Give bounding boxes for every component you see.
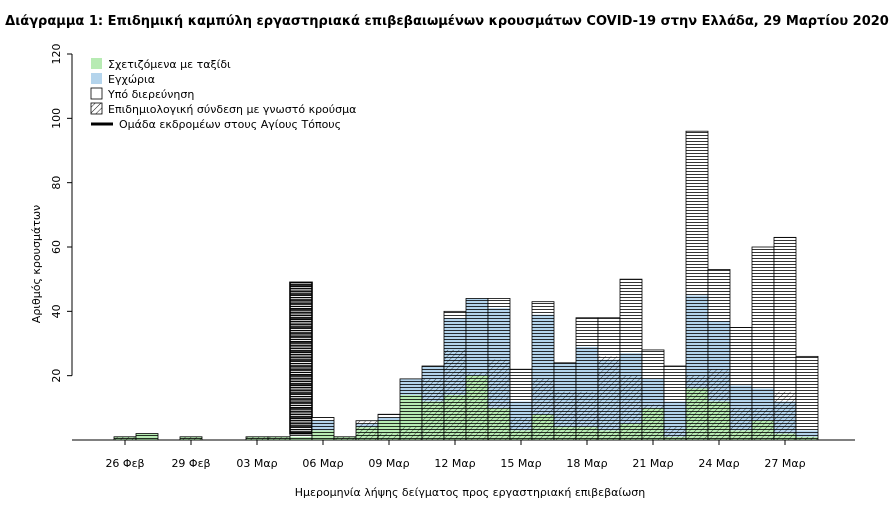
legend-label: Επιδημιολογική σύνδεση με γνωστό κρούσμα xyxy=(108,103,356,116)
x-axis: 26 Φεβ 29 Φεβ 03 Μαρ 06 Μαρ 09 Μαρ 12 Μαρ 15 Μ… xyxy=(72,439,855,470)
chart-title: Διάγραμμα 1: Επιδημική καμπύλη εργαστηρι… xyxy=(5,14,889,29)
bar-hatch xyxy=(664,366,686,440)
bar-hatch xyxy=(796,356,818,440)
bar-outline xyxy=(795,355,819,441)
bar-hatch xyxy=(268,436,290,440)
y-tick-label: 40 xyxy=(50,304,63,318)
x-tick-label: 15 Μαρ xyxy=(500,457,541,470)
bar-hatch xyxy=(532,301,554,440)
x-tick-label: 24 Μαρ xyxy=(698,457,739,470)
bar-hatch xyxy=(180,436,202,440)
x-tick-label: 18 Μαρ xyxy=(566,457,607,470)
x-tick-label: 12 Μαρ xyxy=(434,457,475,470)
bar-hatch xyxy=(444,311,466,440)
x-tick-label: 09 Μαρ xyxy=(368,457,409,470)
x-tick-label: 26 Φεβ xyxy=(105,457,144,470)
legend-label: Εγχώρια xyxy=(108,73,155,86)
x-tick-label: 21 Μαρ xyxy=(632,457,673,470)
legend: Σχετιζόμενα με ταξίδι Εγχώρια Υπό διερεύνη… xyxy=(90,58,356,131)
bar-hatch xyxy=(400,378,422,440)
bar-outline xyxy=(135,433,159,441)
bar-hatch xyxy=(642,349,664,440)
bar-hatch xyxy=(598,317,620,440)
x-tick-label: 03 Μαρ xyxy=(236,457,277,470)
legend-label: Σχετιζόμενα με ταξίδι xyxy=(108,58,231,71)
y-tick-label: 100 xyxy=(50,108,63,129)
bar-outline xyxy=(311,417,335,441)
bar-hatch xyxy=(774,237,796,440)
legend-label: Υπό διερεύνηση xyxy=(107,88,194,101)
bar-hatch xyxy=(686,131,708,440)
bar-outline xyxy=(773,236,797,441)
x-axis-title: Ημερομηνία λήψης δείγματος προς εργαστηρ… xyxy=(295,486,646,499)
bar-hatch xyxy=(378,414,400,440)
bar-hatch xyxy=(136,433,158,440)
legend-swatch-travel xyxy=(91,58,102,69)
y-axis-title: Αριθμός κρουσμάτων xyxy=(30,205,43,323)
legend-swatch-investigation xyxy=(90,87,103,100)
bar-hatch xyxy=(488,298,510,440)
x-tick-label: 29 Φεβ xyxy=(171,457,210,470)
bar-outline xyxy=(289,281,313,441)
bar-hatch xyxy=(576,317,598,440)
x-tick-label: 06 Μαρ xyxy=(302,457,343,470)
y-axis: 20 40 60 80 100 120 xyxy=(50,44,73,383)
bar-hatch xyxy=(620,279,642,440)
legend-label: Ομάδα εκδρομέων στους Αγίους Τόπους xyxy=(119,118,341,131)
y-tick-label: 80 xyxy=(50,176,63,190)
bars-group xyxy=(113,130,819,441)
bar-hatch xyxy=(730,327,752,440)
bar-hatch xyxy=(466,298,488,440)
bar-hatch xyxy=(290,282,312,440)
y-tick-label: 20 xyxy=(50,369,63,383)
bar-hatch xyxy=(334,436,356,440)
bar-hatch xyxy=(246,436,268,440)
bar-hatch xyxy=(114,436,136,440)
bar-hatch xyxy=(752,247,774,440)
bar-outline xyxy=(179,436,203,441)
bar-hatch xyxy=(356,420,378,440)
bar-hatch xyxy=(510,369,532,440)
bar-hatch xyxy=(422,366,444,440)
y-tick-label: 60 xyxy=(50,240,63,254)
y-tick-label: 120 xyxy=(50,44,63,65)
bar-hatch xyxy=(312,417,334,440)
legend-swatch-local xyxy=(91,73,102,84)
legend-swatch-link xyxy=(90,102,103,115)
bar-hatch xyxy=(554,362,576,440)
bar-hatch xyxy=(708,269,730,440)
x-tick-label: 27 Μαρ xyxy=(764,457,805,470)
